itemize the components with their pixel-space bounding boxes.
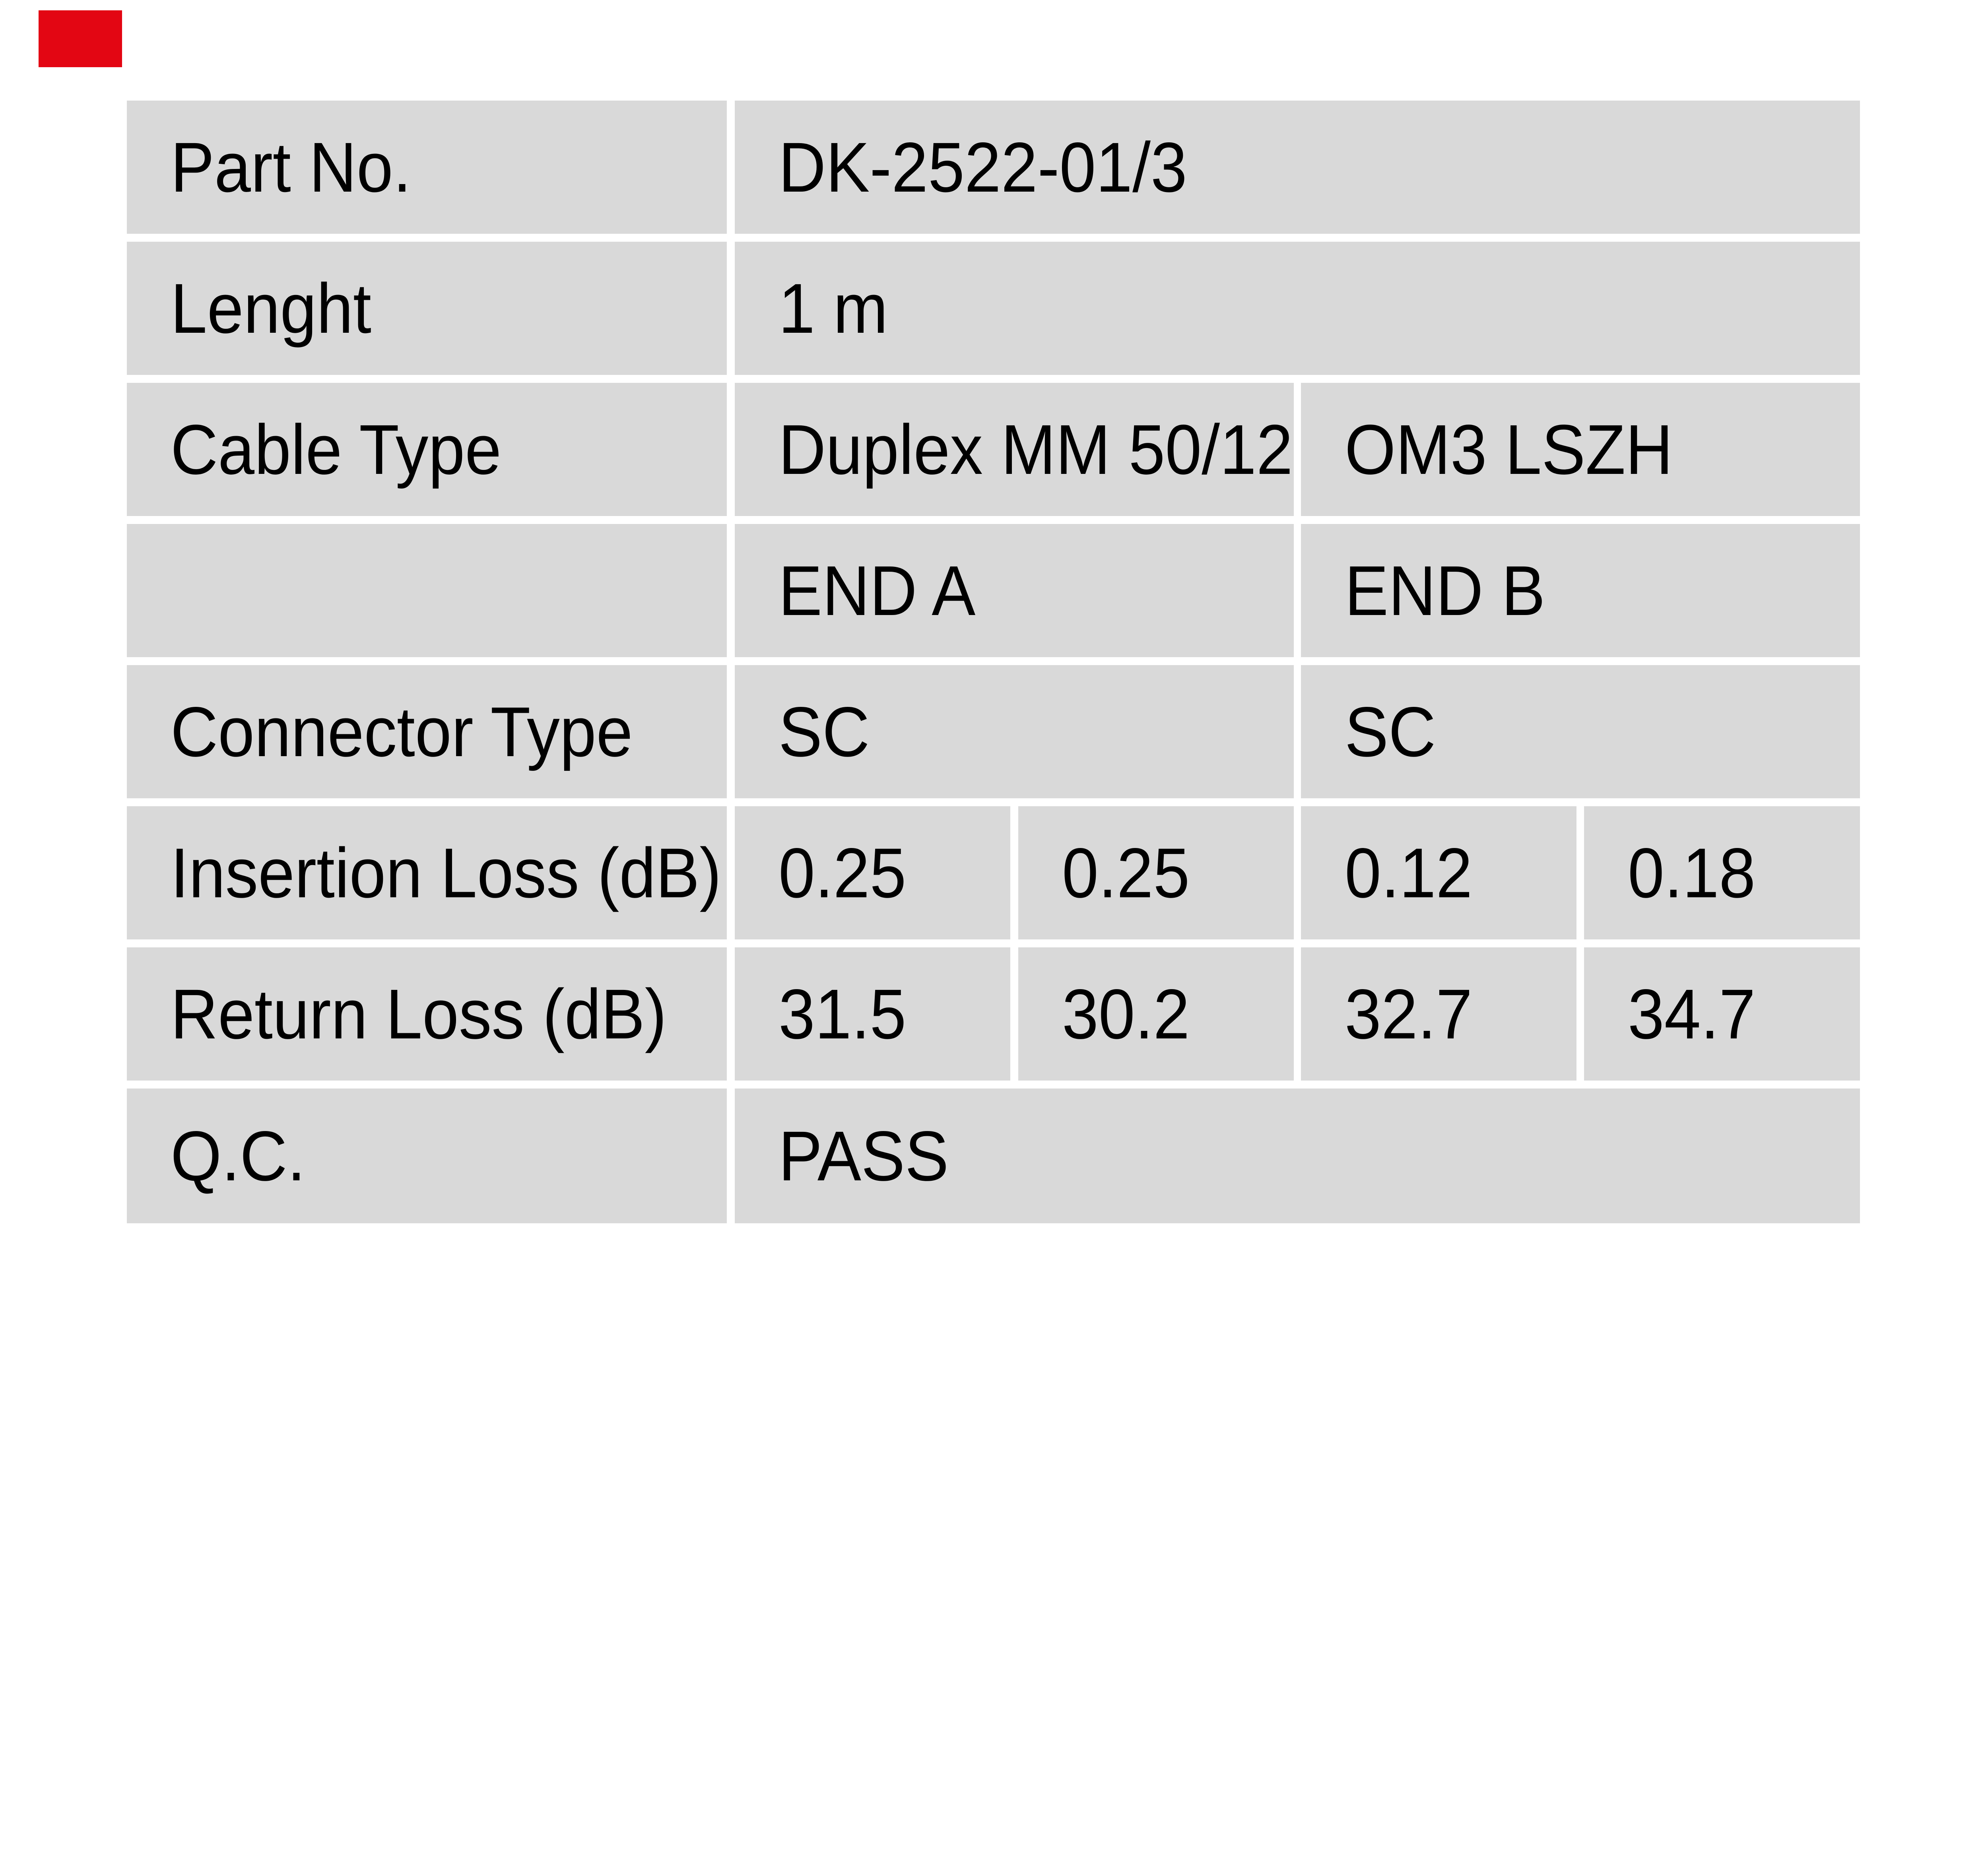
qc-label: Q.C.: [170, 1116, 305, 1195]
part-no-label: Part No.: [170, 127, 412, 207]
end-header-empty-cell: [126, 524, 727, 657]
part-no-value: DK-2522-01/3: [778, 127, 1187, 207]
return-loss-end-b-1: 32.7: [1345, 974, 1473, 1054]
end-a-header: END A: [778, 551, 976, 630]
connector-type-end-b: SC: [1345, 692, 1436, 771]
return-loss-label-cell: Return Loss (dB): [126, 947, 727, 1081]
insertion-loss-end-a-1: 0.25: [778, 833, 907, 912]
return-loss-end-a-1-cell: 31.5: [734, 947, 1010, 1081]
insertion-loss-end-b-1: 0.12: [1345, 833, 1473, 912]
cable-type-label-cell: Cable Type: [126, 382, 727, 516]
return-loss-label: Return Loss (dB): [170, 974, 667, 1054]
brand-logo-red-block: [39, 10, 122, 67]
end-a-header-cell: END A: [734, 524, 1294, 657]
return-loss-end-b-1-cell: 32.7: [1301, 947, 1576, 1081]
length-value: 1 m: [778, 268, 888, 348]
cable-type-value-b: OM3 LSZH: [1345, 409, 1673, 489]
length-label-cell: Lenght: [126, 241, 727, 375]
insertion-loss-end-a-1-cell: 0.25: [734, 806, 1010, 939]
insertion-loss-end-b-1-cell: 0.12: [1301, 806, 1576, 939]
end-b-header: END B: [1345, 551, 1545, 630]
return-loss-end-b-2-cell: 34.7: [1584, 947, 1860, 1081]
insertion-loss-end-a-2: 0.25: [1062, 833, 1190, 912]
insertion-loss-label-cell: Insertion Loss (dB): [126, 806, 727, 939]
qc-result-cell: PASS: [734, 1088, 1860, 1224]
return-loss-end-b-2: 34.7: [1628, 974, 1756, 1054]
connector-type-end-a: SC: [778, 692, 870, 771]
cable-type-value-b-cell: OM3 LSZH: [1301, 382, 1860, 516]
cable-type-value-a-cell: Duplex MM 50/125: [734, 382, 1294, 516]
qc-certificate-page: Part No. DK-2522-01/3 Lenght 1 m Cable T…: [39, 10, 1860, 1224]
connector-type-end-a-cell: SC: [734, 665, 1294, 798]
cable-type-label: Cable Type: [170, 409, 501, 489]
return-loss-end-a-2-cell: 30.2: [1018, 947, 1294, 1081]
connector-type-label: Connector Type: [170, 692, 633, 771]
connector-type-end-b-cell: SC: [1301, 665, 1860, 798]
end-b-header-cell: END B: [1301, 524, 1860, 657]
return-loss-end-a-1: 31.5: [778, 974, 907, 1054]
qc-result-value: PASS: [778, 1116, 949, 1195]
part-no-value-cell: DK-2522-01/3: [734, 100, 1860, 234]
part-no-label-cell: Part No.: [126, 100, 727, 234]
cable-type-value-a: Duplex MM 50/125: [778, 409, 1294, 489]
return-loss-end-a-2: 30.2: [1062, 974, 1190, 1054]
insertion-loss-end-a-2-cell: 0.25: [1018, 806, 1294, 939]
connector-type-label-cell: Connector Type: [126, 665, 727, 798]
insertion-loss-label: Insertion Loss (dB): [170, 833, 721, 912]
insertion-loss-end-b-2: 0.18: [1628, 833, 1756, 912]
length-label: Lenght: [170, 268, 371, 348]
qc-label-cell: Q.C.: [126, 1088, 727, 1224]
length-value-cell: 1 m: [734, 241, 1860, 375]
insertion-loss-end-b-2-cell: 0.18: [1584, 806, 1860, 939]
